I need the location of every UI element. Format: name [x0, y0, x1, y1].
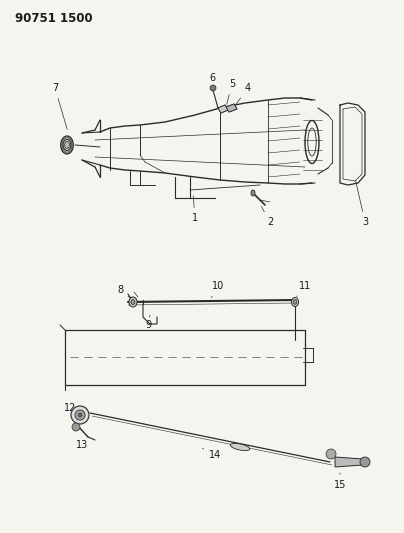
- Ellipse shape: [129, 297, 137, 307]
- Text: 11: 11: [297, 281, 311, 297]
- Circle shape: [72, 423, 80, 431]
- Text: 90751 1500: 90751 1500: [15, 12, 93, 25]
- Ellipse shape: [251, 190, 255, 196]
- Ellipse shape: [230, 443, 250, 450]
- Text: 5: 5: [227, 79, 235, 104]
- Circle shape: [326, 449, 336, 459]
- Ellipse shape: [63, 140, 71, 150]
- Circle shape: [210, 85, 216, 91]
- Text: 7: 7: [52, 83, 67, 130]
- Text: 3: 3: [356, 181, 368, 227]
- Circle shape: [78, 413, 82, 417]
- Polygon shape: [218, 105, 228, 113]
- Text: 13: 13: [76, 434, 88, 450]
- Ellipse shape: [61, 136, 73, 154]
- Ellipse shape: [292, 297, 299, 306]
- Ellipse shape: [65, 141, 69, 149]
- Polygon shape: [335, 457, 363, 467]
- Text: 8: 8: [117, 285, 131, 298]
- Polygon shape: [226, 104, 237, 112]
- Text: 6: 6: [209, 73, 215, 90]
- Circle shape: [360, 457, 370, 467]
- Text: 1: 1: [192, 196, 198, 223]
- Text: 12: 12: [64, 403, 80, 415]
- Text: 10: 10: [211, 281, 224, 297]
- Circle shape: [75, 410, 85, 420]
- Text: 15: 15: [334, 473, 346, 490]
- Ellipse shape: [293, 300, 297, 304]
- Text: 4: 4: [236, 83, 251, 105]
- Text: 14: 14: [202, 448, 221, 460]
- Circle shape: [71, 406, 89, 424]
- Ellipse shape: [131, 300, 135, 304]
- Text: 9: 9: [145, 315, 151, 330]
- Text: 2: 2: [261, 206, 273, 227]
